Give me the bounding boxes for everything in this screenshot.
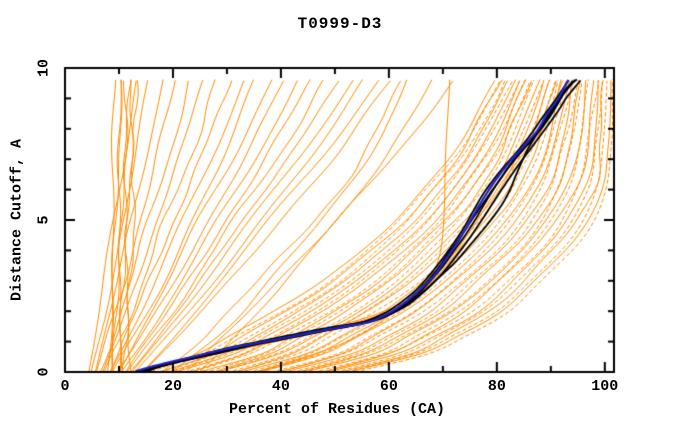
x-tick-label: 20 — [163, 378, 182, 395]
chart-title: T0999-D3 — [297, 15, 383, 33]
y-tick-label: 0 — [35, 367, 53, 377]
y-tick-label: 10 — [35, 58, 53, 78]
x-tick-label: 40 — [271, 378, 290, 395]
x-tick-label: 80 — [487, 378, 506, 395]
x-tick-label: 0 — [60, 378, 70, 395]
x-axis-label: Percent of Residues (CA) — [228, 401, 446, 418]
x-tick-label: 60 — [379, 378, 398, 395]
x-tick-label: 100 — [591, 378, 619, 395]
y-axis-label: Distance Cutoff, A — [8, 138, 26, 302]
y-tick-label: 5 — [35, 215, 53, 225]
